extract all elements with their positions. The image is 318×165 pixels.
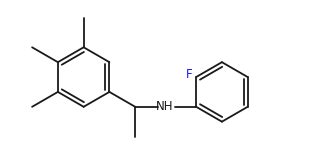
Text: F: F <box>186 68 192 81</box>
Text: NH: NH <box>156 100 174 113</box>
